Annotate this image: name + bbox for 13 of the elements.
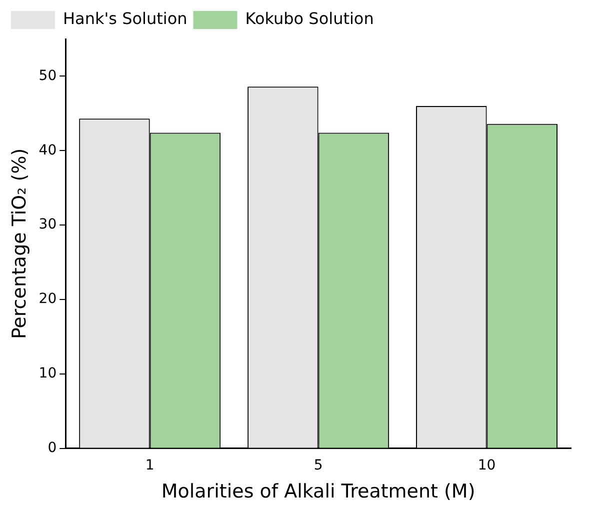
y-tick-label: 30 bbox=[38, 216, 57, 233]
x-tick-label: 5 bbox=[314, 457, 323, 474]
y-tick-label: 0 bbox=[48, 440, 57, 456]
y-tick-label: 10 bbox=[38, 366, 57, 382]
y-tick-label: 20 bbox=[38, 291, 57, 308]
y-tick-label: 40 bbox=[38, 142, 57, 158]
legend-label: Hank's Solution bbox=[63, 9, 188, 28]
y-tick-label: 50 bbox=[38, 68, 57, 84]
x-axis-title: Molarities of Alkali Treatment (M) bbox=[161, 480, 476, 503]
x-tick-label: 1 bbox=[145, 457, 154, 474]
x-tick-label: 10 bbox=[478, 457, 496, 474]
y-axis-title: Percentage TiO₂ (%) bbox=[8, 148, 30, 340]
legend-label: Kokubo Solution bbox=[245, 9, 374, 28]
